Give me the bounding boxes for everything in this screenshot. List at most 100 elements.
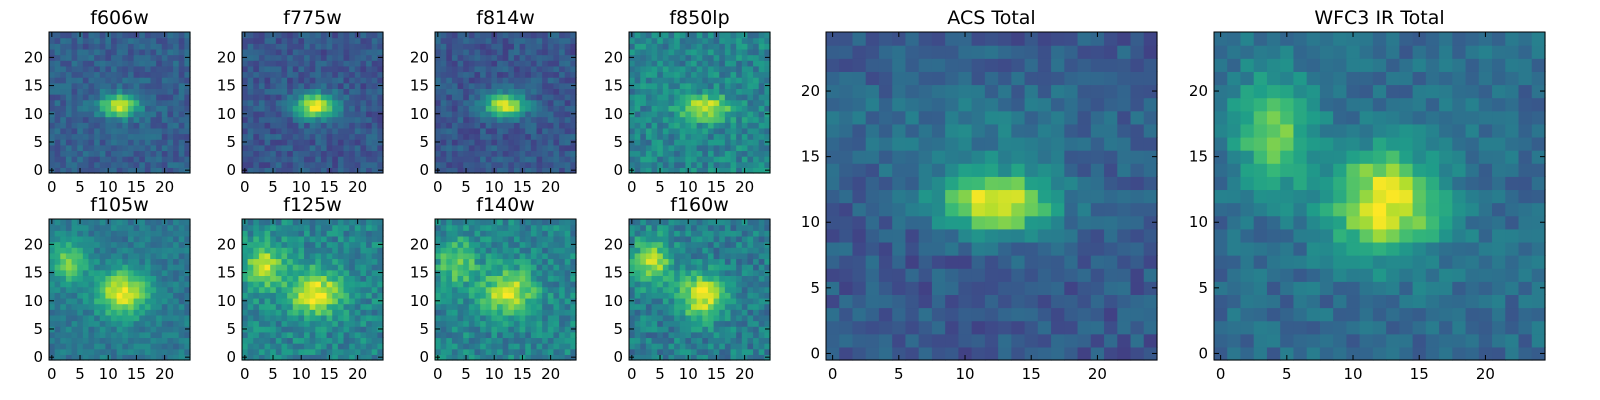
heatmap-cell [491, 343, 498, 350]
heatmap-cell [480, 94, 487, 101]
heatmap-cell [736, 320, 743, 327]
heatmap-cell [747, 144, 754, 152]
heatmap-cell [730, 48, 737, 56]
heatmap-cell [54, 337, 61, 344]
heatmap-cell [275, 331, 283, 339]
heatmap-cell [88, 258, 95, 265]
heatmap-cell [513, 269, 521, 276]
heatmap-cell [270, 94, 277, 101]
heatmap-cell [144, 105, 152, 112]
heatmap-cell [167, 43, 174, 50]
heatmap-cell [253, 60, 260, 67]
heatmap-cell [49, 60, 56, 67]
heatmap-cell [150, 156, 157, 163]
heatmap-cell [530, 247, 538, 254]
heatmap-cell [474, 230, 481, 237]
heatmap-cell [167, 320, 174, 327]
heatmap-cell [480, 144, 487, 152]
heatmap-cell [634, 309, 641, 316]
heatmap-cell [468, 354, 476, 361]
heatmap-cell [753, 309, 760, 316]
heatmap-cell [144, 88, 152, 95]
heatmap-cell [634, 348, 641, 355]
heatmap-cell [485, 224, 492, 231]
heatmap-cell [645, 82, 653, 89]
heatmap-cell [65, 286, 73, 293]
heatmap-cell [88, 60, 95, 67]
heatmap-cell [264, 247, 271, 254]
heatmap-cell [634, 331, 641, 339]
heatmap-cell [468, 230, 476, 237]
heatmap-cell [111, 71, 118, 78]
heatmap-cell [736, 77, 743, 84]
heatmap-cell [741, 309, 749, 316]
heatmap-cell [679, 320, 686, 327]
heatmap-cell [253, 320, 260, 327]
heatmap-cell [491, 247, 498, 254]
heatmap-cell [270, 37, 277, 44]
heatmap-cell [349, 281, 356, 288]
heatmap-cell [258, 326, 266, 333]
heatmap-cell [696, 65, 703, 73]
heatmap-cell [65, 161, 73, 168]
heatmap-cell [326, 264, 333, 271]
heatmap-cell [144, 292, 152, 299]
heatmap-cell [88, 139, 95, 146]
heatmap-cell [173, 71, 180, 78]
heatmap-cell [542, 139, 549, 146]
heatmap-cell [674, 337, 681, 344]
heatmap-cell [724, 286, 732, 293]
heatmap-cell [281, 343, 288, 350]
heatmap-cell [536, 219, 543, 226]
heatmap-cell [99, 110, 106, 118]
heatmap-cell [474, 110, 481, 118]
heatmap-cell [491, 348, 498, 355]
heatmap-cell [685, 286, 692, 293]
heatmap-cell [144, 71, 152, 78]
heatmap-cell [668, 309, 675, 316]
heatmap-cell [332, 320, 339, 327]
heatmap-cell [525, 150, 532, 157]
heatmap-cell [116, 219, 123, 226]
heatmap-cell [258, 88, 266, 95]
heatmap-cell [553, 230, 560, 237]
heatmap-cell [122, 264, 129, 271]
heatmap-cell [468, 264, 476, 271]
heatmap-cell [65, 110, 73, 118]
heatmap-cell [764, 43, 771, 50]
heatmap-cell [161, 60, 169, 67]
heatmap-cell [167, 275, 174, 282]
heatmap-cell [719, 269, 726, 276]
heatmap-cell [451, 144, 459, 152]
axes-frame [48, 31, 191, 174]
heatmap-cell [497, 348, 504, 355]
heatmap-cell [105, 48, 112, 56]
heatmap-cell [122, 37, 129, 44]
heatmap-cell [377, 286, 384, 293]
heatmap-cell [304, 235, 311, 243]
heatmap-cell [287, 88, 294, 95]
heatmap-cell [71, 65, 78, 73]
heatmap-cell [679, 343, 686, 350]
heatmap-cell [702, 303, 709, 310]
heatmap-cell [645, 99, 653, 106]
heatmap-cell [741, 275, 749, 282]
heatmap-cell [292, 156, 299, 163]
heatmap-cell [753, 82, 760, 89]
heatmap-cell [354, 71, 362, 78]
heatmap-cell [94, 122, 101, 129]
heatmap-cell [77, 252, 84, 260]
heatmap-cell [513, 88, 521, 95]
heatmap-cell [371, 167, 378, 174]
heatmap-cell [508, 37, 515, 44]
heatmap-cell [536, 60, 543, 67]
heatmap-cell [173, 133, 180, 140]
heatmap-cell [309, 48, 316, 56]
heatmap-cell [451, 354, 459, 361]
heatmap-cell [662, 133, 670, 140]
panel-title: f775w [283, 7, 342, 29]
heatmap-cell [685, 303, 692, 310]
heatmap-cell [264, 343, 271, 350]
heatmap-cell [167, 37, 174, 44]
